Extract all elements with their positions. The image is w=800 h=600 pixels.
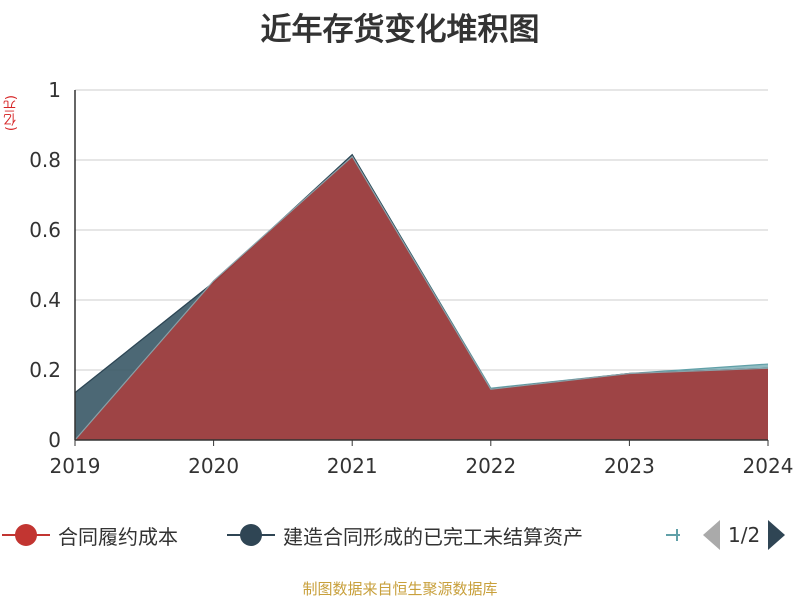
x-tick-label: 2022 <box>465 454 516 478</box>
y-tick-label: 1 <box>48 78 61 102</box>
chart-title: 近年存货变化堆积图 <box>260 12 540 48</box>
data-source-note: 制图数据来自恒生聚源数据库 <box>302 580 498 598</box>
legend-prev-icon[interactable] <box>703 520 720 550</box>
x-tick-label: 2024 <box>743 454 794 478</box>
legend-item-partial[interactable] <box>666 515 680 555</box>
legend: 合同履约成本 建造合同形成的已完工未结算资产 1/2 <box>0 515 800 555</box>
legend-label: 合同履约成本 <box>58 524 178 549</box>
legend-label: 建造合同形成的已完工未结算资产 <box>283 524 583 549</box>
area-series-0 <box>75 156 768 440</box>
legend-marker-contract-cost <box>2 523 50 547</box>
legend-page-indicator: 1/2 <box>728 523 761 547</box>
series-line-0 <box>74 155 769 441</box>
y-tick-label: 0.4 <box>29 288 61 312</box>
y-tick-label: 0.2 <box>29 358 61 382</box>
x-tick-label: 2020 <box>188 454 239 478</box>
legend-item-contract-cost[interactable]: 合同履约成本 <box>2 515 178 555</box>
legend-pager: 1/2 <box>703 515 786 555</box>
y-tick-label: 0.6 <box>29 218 61 242</box>
legend-next-icon[interactable] <box>768 520 786 550</box>
x-tick-label: 2023 <box>604 454 655 478</box>
y-tick-label: 0.8 <box>29 148 61 172</box>
x-tick-label: 2021 <box>327 454 378 478</box>
legend-marker-construction-contract <box>227 523 275 547</box>
legend-marker-partial <box>666 523 680 547</box>
legend-item-construction-contract[interactable]: 建造合同形成的已完工未结算资产 <box>227 515 583 555</box>
x-tick-label: 2019 <box>50 454 101 478</box>
y-tick-label: 0 <box>48 428 61 452</box>
